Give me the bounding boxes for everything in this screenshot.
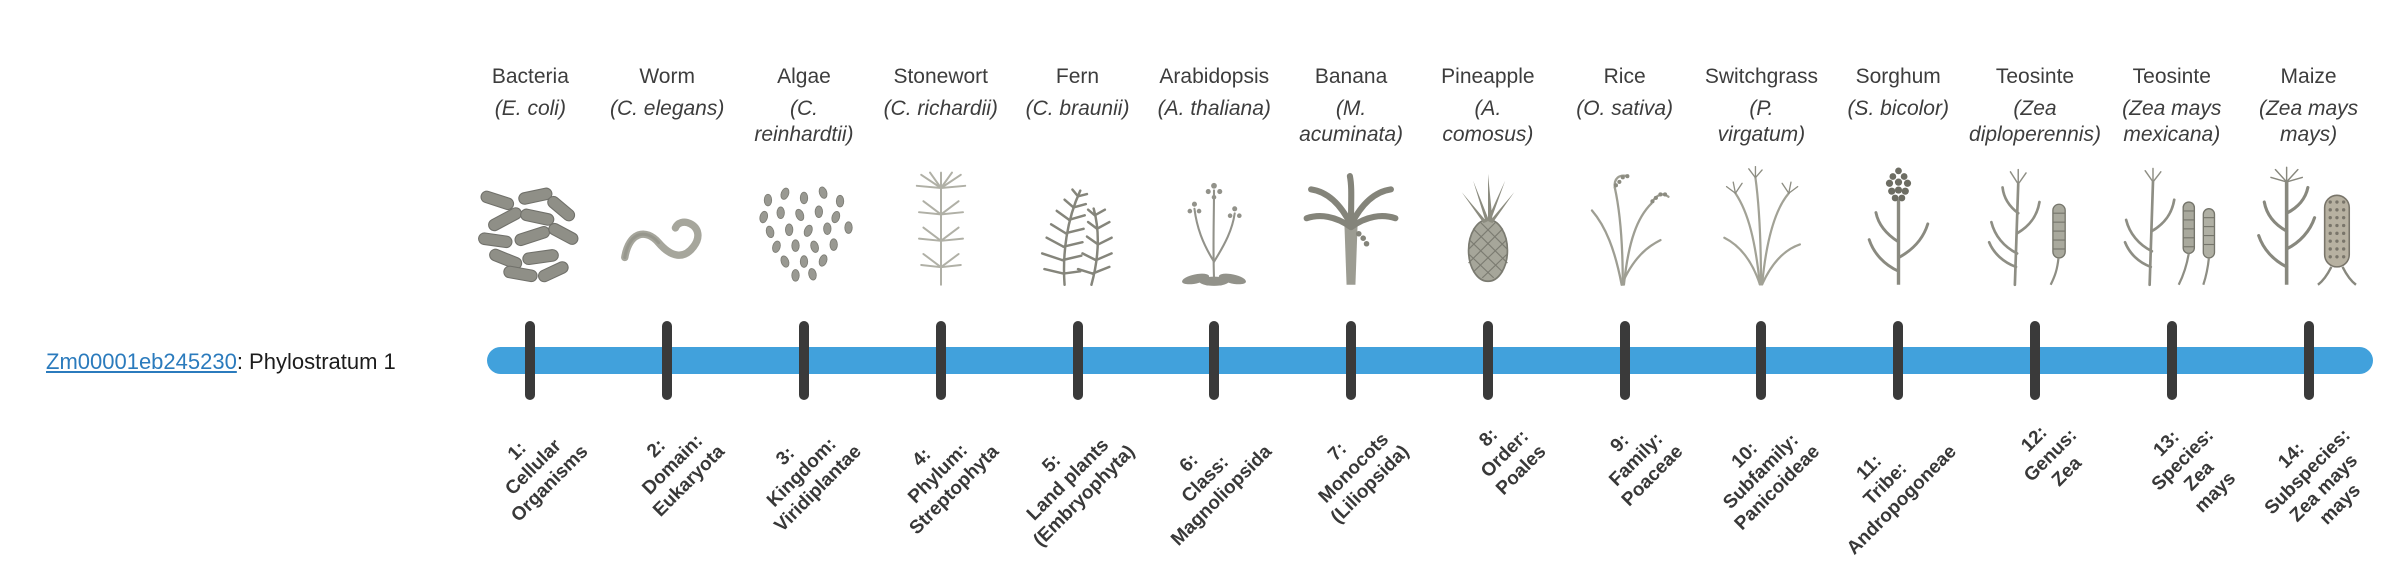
organism-column: Fern (C. braunii) (1009, 0, 1146, 580)
organism-name: Teosinte (2132, 65, 2211, 88)
organism-column: Arabidopsis (A. thaliana) (1146, 0, 1283, 580)
organism-scientific-name: (A. comosus) (1442, 97, 1534, 146)
phylostratum-tick (1072, 321, 1083, 400)
phylostratum-label: 2: Domain: Eukaryota (638, 430, 730, 522)
phylostratum-label: 12: Genus: Zea (2016, 422, 2086, 491)
phylostratum-label: 9: Family: Poaceae (1604, 428, 1687, 511)
organism-name: Sorghum (1855, 65, 1941, 88)
phylostratum-label: 7: Monocots (Liliopsida) (1314, 429, 1414, 528)
organism-name: Teosinte (1995, 65, 2075, 88)
organism-column: Teosinte (Zea diploperennis) (1967, 0, 2104, 580)
organism-name: Switchgrass (1704, 65, 1819, 88)
phylostratum-tick (1482, 321, 1493, 400)
organism-column: Rice (O. sativa) (1556, 0, 1693, 580)
switchgrass-illustration (1683, 158, 1840, 287)
organism-scientific-name: (S. bicolor) (1847, 97, 1949, 120)
gene-phylostratum-text: : Phylostratum 1 (236, 349, 396, 374)
organism-scientific-name: (Zea mays mexicana) (2122, 97, 2222, 146)
organism-name: Worm (639, 65, 695, 88)
phylostratum-tick (2166, 321, 2177, 400)
organism-scientific-name: (A. thaliana) (1157, 97, 1271, 120)
organism-scientific-name: (C. reinhardtii) (754, 97, 854, 146)
teosinte-diploperennis-illustration (1957, 158, 2114, 287)
algae-illustration (726, 158, 883, 287)
rice-illustration (1546, 158, 1703, 287)
phylostratum-tick (1893, 321, 1904, 400)
phylostratum-label: 10: Subfamily: Panicoideae (1718, 429, 1824, 535)
phylostratum-label: 11: Tribe: Andropogoneae (1842, 441, 1961, 560)
organism-column: Banana (M. acuminata) 7: Monocots (Lilio (1283, 0, 1420, 580)
phylostratum-label: 6: Class: Magnoliopsida (1167, 441, 1277, 551)
banana-illustration (1273, 158, 1430, 287)
phylostratum-tick (525, 321, 536, 400)
phylostratum-tick (2303, 321, 2314, 400)
organism-column: Sorghum (S. bicolor) (1830, 0, 1967, 580)
organism-column: Switchgrass (P. virgatum) (1693, 0, 1830, 580)
organism-scientific-name: (Zea diploperennis) (1969, 97, 2101, 146)
phylostratum-tick (2029, 321, 2040, 400)
phylostratum-label: 4: Phylum: Streptophyta (903, 439, 1003, 539)
organism-scientific-name: (C. richardii) (883, 97, 998, 120)
organism-name: Maize (2280, 65, 2337, 88)
phylostratum-label: 8: Order: Poales (1474, 424, 1550, 500)
organism-name: Banana (1314, 65, 1388, 88)
organism-scientific-name: (C. elegans) (609, 97, 725, 120)
organism-scientific-name: (M. acuminata) (1299, 97, 1404, 146)
organism-scientific-name: (C. braunii) (1025, 97, 1130, 120)
organism-column: Pineapple (A. comosus) (1419, 0, 1556, 580)
phylostratum-tick (1209, 321, 1220, 400)
teosinte-mexicana-illustration (2093, 158, 2250, 287)
worm-illustration (589, 158, 746, 287)
maize-illustration (2230, 158, 2387, 287)
arabidopsis-illustration (1136, 158, 1293, 287)
phylostratum-label: 13: Species: Zea mays (2147, 424, 2240, 518)
organism-column: Teosinte (Zea mays mexicana) (2103, 0, 2240, 580)
phylostratum-label: 14: Subspecies: Zea mays mays (2260, 424, 2365, 530)
organism-scientific-name: (P. virgatum) (1717, 97, 1806, 146)
sorghum-illustration (1820, 158, 1977, 287)
phylostratum-tick (1756, 321, 1767, 400)
organism-column: Worm (C. elegans) 2: Domain: Eukaryota (599, 0, 736, 580)
organism-name: Fern (1055, 65, 1100, 88)
organism-name: Algae (777, 65, 831, 88)
organism-column: Stonewort (C. richardii) 4: Phylum: Stre… (872, 0, 1009, 580)
bacteria-illustration (452, 158, 609, 287)
organism-column: Bacteria (E. coli) (462, 0, 599, 580)
phylostratum-tick (1619, 321, 1630, 400)
phylostratum-label: 1: Cellular Organisms (501, 435, 593, 527)
pineapple-illustration (1409, 158, 1566, 287)
phylostratum-tick (1346, 321, 1357, 400)
gene-label: Zm00001eb245230: Phylostratum 1 (46, 348, 396, 376)
fern-illustration (999, 158, 1156, 287)
organism-name: Bacteria (491, 65, 569, 88)
phylostratum-tick (798, 321, 809, 400)
phylostratum-tick (935, 321, 946, 400)
organism-column: Algae (C. reinhardtii) (736, 0, 873, 580)
stonewort-illustration (862, 158, 1019, 287)
gene-link[interactable]: Zm00001eb245230 (46, 349, 237, 374)
phylostrata-columns: Bacteria (E. coli) (462, 0, 2377, 580)
phylostratum-tick (662, 321, 673, 400)
organism-name: Stonewort (893, 65, 989, 88)
organism-scientific-name: (O. sativa) (1576, 97, 1674, 120)
organism-name: Pineapple (1441, 65, 1535, 88)
phylostratum-label: 5: Land plants (Embryophyta) (1023, 434, 1140, 551)
organism-scientific-name: (Zea mays mays) (2258, 97, 2359, 146)
organism-name: Rice (1603, 65, 1646, 88)
organism-name: Arabidopsis (1159, 65, 1270, 88)
phylostratum-label: 3: Kingdom: Viridiplantae (763, 433, 867, 537)
organism-column: Maize (Zea mays mays) (2240, 0, 2377, 580)
organism-scientific-name: (E. coli) (494, 97, 566, 120)
